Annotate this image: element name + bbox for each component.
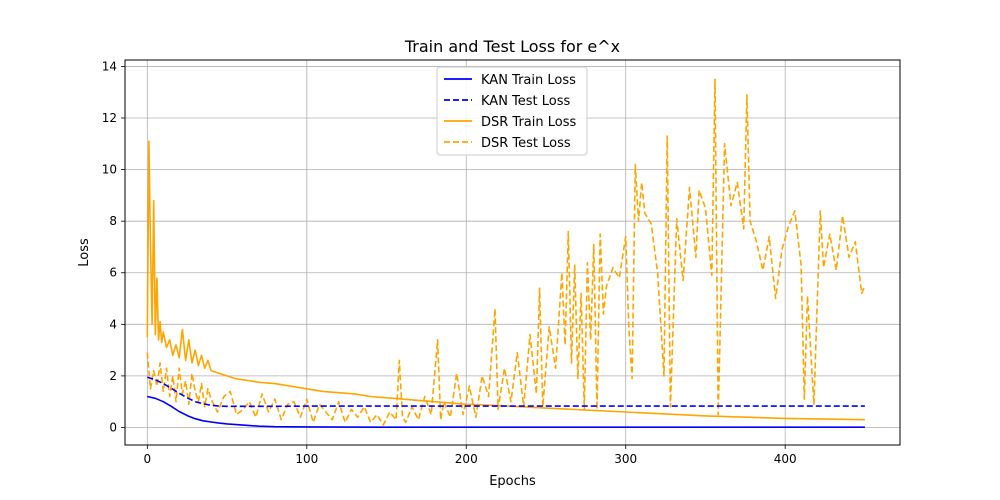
y-tick-label: 12 [102,111,117,125]
legend-label: DSR Test Loss [481,136,571,151]
x-tick-label: 400 [774,452,797,466]
legend: KAN Train Loss KAN Test Loss DSR Train Los… [436,66,588,156]
series-layer [146,78,866,429]
y-axis-title: Loss [77,238,92,267]
x-tick-label: 200 [455,452,478,466]
ticks: 0 100 200 300 400 0 2 4 6 8 10 12 14 [102,59,797,466]
legend-label: KAN Train Loss [481,73,576,88]
x-tick-label: 300 [614,452,637,466]
legend-label: DSR Train Loss [481,115,576,130]
series-line-dsr-train-loss [146,140,865,421]
axes-frame [124,59,901,446]
y-tick-label: 8 [109,214,117,228]
y-tick-label: 0 [109,420,117,434]
chart-title: Train and Test Loss for e^x [404,37,620,56]
y-tick-label: 4 [109,317,117,331]
legend-box [436,66,588,156]
x-tick-label: 100 [295,452,318,466]
y-tick-label: 2 [109,369,117,383]
y-tick-label: 6 [109,266,117,280]
y-tick-label: 10 [102,163,117,177]
legend-label: KAN Test Loss [481,94,571,109]
series-line-kan-test-loss [147,376,865,408]
series-line-kan-train-loss [147,395,865,429]
x-tick-label: 0 [144,452,152,466]
y-tick-label: 14 [102,59,117,73]
x-axis-title: Epochs [489,474,536,489]
